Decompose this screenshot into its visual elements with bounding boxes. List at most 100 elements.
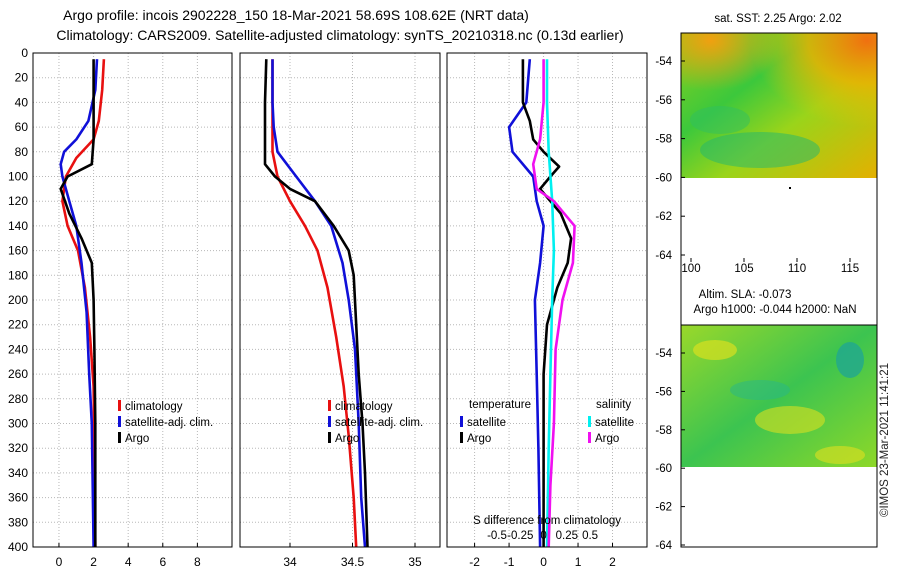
legend-swatch bbox=[460, 416, 463, 427]
sla-map-title-line1: Altim. SLA: -0.073 bbox=[699, 289, 792, 301]
series-line-temperature-argo bbox=[521, 59, 573, 547]
header-line1: Argo profile: incois 2902228_150 18-Mar-… bbox=[63, 7, 529, 23]
temperature-panel: 0 2 4 6 802040608010012014016018020022024026… bbox=[8, 46, 233, 569]
legend-title-temperature: temperature bbox=[469, 399, 531, 411]
legend-swatch bbox=[118, 416, 121, 427]
legend-swatch bbox=[328, 416, 331, 427]
legend-swatch bbox=[118, 432, 121, 443]
map-x-tick-label: 115 bbox=[841, 263, 859, 275]
series-line-argo bbox=[263, 59, 369, 548]
series-line-temperature-satellite bbox=[507, 59, 545, 548]
secondary-tick-label: -0.5 bbox=[487, 530, 507, 542]
legend-label: satellite bbox=[595, 417, 634, 429]
sla-map: Altim. SLA: -0.073 Argo h1000: -0.044 h2… bbox=[655, 289, 878, 552]
y-tick-label: 320 bbox=[8, 441, 28, 455]
x-tick-label: 34 bbox=[283, 555, 297, 569]
legend-swatch bbox=[588, 416, 591, 427]
series-line-satellite-adj-clim- bbox=[271, 59, 367, 548]
y-tick-label: 220 bbox=[8, 318, 28, 332]
legend-label: Argo bbox=[467, 433, 491, 445]
series-line-climatology bbox=[271, 59, 358, 548]
header-line2: Climatology: CARS2009. Satellite-adjuste… bbox=[56, 27, 623, 43]
legend-title-salinity: salinity bbox=[596, 399, 631, 411]
y-tick-label: 400 bbox=[8, 540, 28, 554]
sla-map-title-line2: Argo h1000: -0.044 h2000: NaN bbox=[693, 304, 856, 316]
y-tick-label: 40 bbox=[15, 95, 29, 109]
x-tick-label: 1 bbox=[575, 555, 582, 569]
y-tick-label: 100 bbox=[8, 170, 28, 184]
map-x-tick-label: 110 bbox=[788, 263, 806, 275]
y-tick-label: 240 bbox=[8, 342, 28, 356]
y-tick-label: 120 bbox=[8, 194, 28, 208]
legend-label: Argo bbox=[595, 433, 619, 445]
y-tick-label: 200 bbox=[8, 293, 28, 307]
argo-location-marker bbox=[789, 187, 791, 189]
sst-map-title: sat. SST: 2.25 Argo: 2.02 bbox=[714, 13, 841, 25]
legend-label: satellite-adj. clim. bbox=[335, 417, 423, 429]
difference-panel: -2 -1 0 1 2 temperature salinity satellite Argo s… bbox=[446, 52, 648, 569]
legend-swatch bbox=[588, 432, 591, 443]
y-tick-label: 300 bbox=[8, 417, 28, 431]
sst-map-xaxis: 100 105 110 115 bbox=[681, 258, 859, 275]
map-y-tick-label: -56 bbox=[655, 386, 672, 398]
series-line-argo bbox=[59, 59, 97, 547]
x-tick-label: 2 bbox=[609, 555, 616, 569]
y-tick-label: 280 bbox=[8, 392, 28, 406]
y-tick-label: 20 bbox=[15, 71, 29, 85]
sst-map-yaxis: -54 -56 -58 -60 -62 -64 bbox=[655, 56, 685, 262]
legend-swatch bbox=[118, 400, 121, 411]
legend-label: climatology bbox=[125, 401, 183, 413]
sla-map-yaxis: -54 -56 -58 -60 -62 -64 bbox=[655, 348, 685, 552]
x-tick-label: 34.5 bbox=[341, 555, 365, 569]
plot-frame bbox=[446, 52, 648, 548]
y-tick-label: 380 bbox=[8, 515, 28, 529]
sst-map: sat. SST: 2.25 Argo: 2.02 bbox=[655, 13, 878, 548]
y-tick-label: 140 bbox=[8, 219, 28, 233]
map-y-tick-label: -58 bbox=[655, 134, 672, 146]
map-y-tick-label: -62 bbox=[655, 502, 672, 514]
map-y-tick-label: -60 bbox=[655, 463, 672, 475]
series-line-satellite-adj-clim- bbox=[59, 59, 99, 548]
map-y-tick-label: -54 bbox=[655, 56, 672, 68]
y-tick-label: 260 bbox=[8, 367, 28, 381]
x-tick-label: 6 bbox=[159, 555, 166, 569]
map-y-tick-label: -62 bbox=[655, 211, 672, 223]
x-tick-label: 4 bbox=[125, 555, 132, 569]
y-tick-label: 180 bbox=[8, 268, 28, 282]
map-y-tick-label: -54 bbox=[655, 348, 672, 360]
legend-swatch bbox=[328, 432, 331, 443]
y-tick-label: 60 bbox=[15, 120, 29, 134]
x-tick-label: 35 bbox=[408, 555, 422, 569]
map-y-tick-label: -64 bbox=[655, 250, 672, 262]
map-x-tick-label: 100 bbox=[681, 263, 700, 275]
x-tick-label: -1 bbox=[504, 555, 515, 569]
map-y-tick-label: -58 bbox=[655, 425, 672, 437]
plot-frame bbox=[32, 52, 233, 548]
map-y-tick-label: -64 bbox=[655, 540, 672, 552]
x-tick-label: 0 bbox=[56, 555, 63, 569]
secondary-tick-label: 0 bbox=[540, 530, 546, 542]
map-x-tick-label: 105 bbox=[734, 263, 753, 275]
x-tick-label: 8 bbox=[194, 555, 201, 569]
salinity-panel: 34 34.5 35 climatology satellite-adj. clim. A… bbox=[239, 52, 441, 569]
y-tick-label: 160 bbox=[8, 244, 28, 258]
map-y-tick-label: -56 bbox=[655, 95, 672, 107]
legend-label: satellite-adj. clim. bbox=[125, 417, 213, 429]
x-tick-label: 0 bbox=[540, 555, 547, 569]
series-line-salinity-satellite bbox=[545, 59, 556, 548]
legend-swatch bbox=[328, 400, 331, 411]
legend-label: Argo bbox=[335, 433, 359, 445]
y-tick-label: 80 bbox=[15, 145, 29, 159]
x-tick-label: -2 bbox=[469, 555, 480, 569]
series-line-climatology bbox=[61, 59, 106, 548]
series-line-salinity-argo bbox=[531, 59, 576, 548]
secondary-tick-label: 0.5 bbox=[582, 530, 598, 542]
legend-label: satellite bbox=[467, 417, 506, 429]
y-tick-label: 340 bbox=[8, 466, 28, 480]
legend-label: Argo bbox=[125, 433, 149, 445]
plot-frame bbox=[239, 52, 441, 548]
secondary-tick-label: -0.25 bbox=[507, 530, 533, 542]
y-tick-label: 0 bbox=[21, 46, 28, 60]
map-y-tick-label: -60 bbox=[655, 172, 672, 184]
